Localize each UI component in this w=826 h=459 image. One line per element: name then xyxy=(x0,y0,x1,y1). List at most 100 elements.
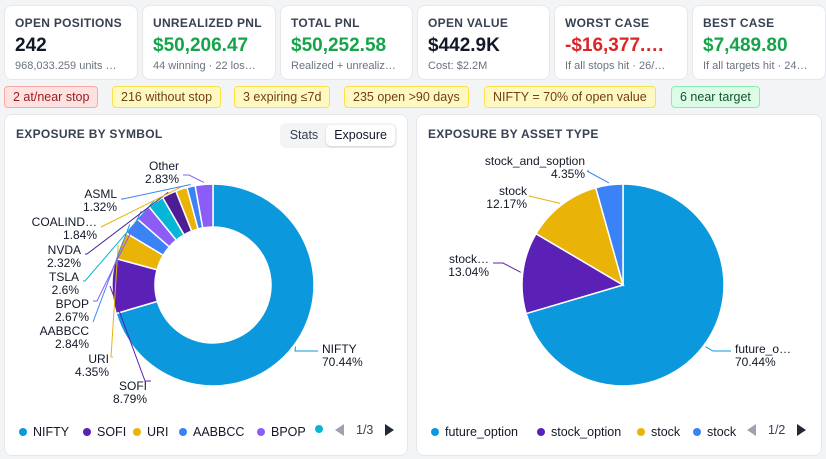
card-subtext: If all targets hit · 24… xyxy=(703,60,808,72)
slice-future-option[interactable] xyxy=(525,183,725,387)
slice-value-nifty: 70.44% xyxy=(322,355,363,369)
legend-item-more[interactable] xyxy=(315,425,329,433)
card-subtext: If all stops hit · 26/… xyxy=(565,60,666,72)
slice-label-future-option: future_o… xyxy=(735,342,791,356)
card-label: UNREALIZED PNL xyxy=(153,16,262,30)
card-subtext: Realized + unrealiz… xyxy=(291,60,396,72)
slice-value-bpop: 2.67% xyxy=(55,310,89,324)
slice-other[interactable] xyxy=(194,183,214,229)
slice-label-asml: ASML xyxy=(84,187,117,201)
leader-line-aabbcc xyxy=(92,224,131,323)
legend-dot xyxy=(637,428,645,436)
toggle-exposure[interactable]: Exposure xyxy=(326,125,395,146)
toggle-stats[interactable]: Stats xyxy=(289,128,319,142)
legend-label: AABBCC xyxy=(193,425,245,439)
card-value: $50,252.58 xyxy=(291,35,387,56)
legend-dot xyxy=(537,428,545,436)
pill-near-stop[interactable]: 2 at/near stop xyxy=(4,86,99,108)
legend-dot xyxy=(257,428,265,436)
slice-value-other: 2.83% xyxy=(145,172,179,186)
legend-item-stock-and-option[interactable]: stock xyxy=(693,425,739,439)
exposure-by-symbol-panel: EXPOSURE BY SYMBOL Stats Exposure NIFTY 7… xyxy=(4,114,408,456)
pill-open-90-days[interactable]: 235 open >90 days xyxy=(344,86,469,108)
legend-item-nifty[interactable]: NIFTY xyxy=(19,425,69,439)
leader-line-stock xyxy=(528,195,561,204)
leader-line-future-option xyxy=(705,346,731,352)
slice-label-uri: URI xyxy=(88,352,109,366)
card-label: OPEN POSITIONS xyxy=(15,16,122,30)
open-positions-card[interactable]: OPEN POSITIONS 242 968,033.259 units … xyxy=(4,5,138,80)
next-page-icon[interactable] xyxy=(797,424,807,436)
best-case-card[interactable]: BEST CASE $7,489.80 If all targets hit ·… xyxy=(692,5,826,80)
leader-line-bpop xyxy=(93,210,142,302)
legend-label: NIFTY xyxy=(33,425,70,439)
card-subtext: 968,033.259 units … xyxy=(15,60,117,72)
slice-nifty[interactable] xyxy=(115,183,315,387)
slice-value-nvda: 2.32% xyxy=(47,256,81,270)
legend-item-stock-option[interactable]: stock_option xyxy=(537,425,621,439)
card-value: -$16,377.… xyxy=(565,35,665,56)
panel-title: EXPOSURE BY ASSET TYPE xyxy=(428,127,599,141)
card-label: WORST CASE xyxy=(565,16,650,30)
open-value-card[interactable]: OPEN VALUE $442.9K Cost: $2.2M xyxy=(417,5,550,80)
legend-item-bpop[interactable]: BPOP xyxy=(257,425,306,439)
unrealized-pnl-card[interactable]: UNREALIZED PNL $50,206.47 44 winning · 2… xyxy=(142,5,276,80)
legend-item-future-option[interactable]: future_option xyxy=(431,425,518,439)
leader-line-stock-option xyxy=(493,262,522,273)
slice-stock-and-soption[interactable] xyxy=(594,183,624,286)
slice-label-tsla: TSLA xyxy=(49,270,79,284)
alert-pills: 2 at/near stop 216 without stop 3 expiri… xyxy=(4,86,826,108)
card-label: BEST CASE xyxy=(703,16,775,30)
pill-near-target[interactable]: 6 near target xyxy=(671,86,760,108)
legend-item-stock[interactable]: stock xyxy=(637,425,680,439)
legend-label: stock xyxy=(707,425,737,439)
leader-line-tsla xyxy=(83,199,155,282)
slice-value-asml: 1.32% xyxy=(83,200,117,214)
total-pnl-card[interactable]: TOTAL PNL $50,252.58 Realized + unrealiz… xyxy=(280,5,413,80)
slice-label-nifty: NIFTY xyxy=(322,342,357,356)
slice-value-stock-option: 13.04% xyxy=(448,265,489,279)
legend-item-uri[interactable]: URI xyxy=(133,425,169,439)
slice-label-stock: stock xyxy=(499,184,528,198)
card-label: TOTAL PNL xyxy=(291,16,360,30)
pill-expiring[interactable]: 3 expiring ≤7d xyxy=(234,86,331,108)
legend-label: URI xyxy=(147,425,169,439)
slice-value-aabbcc: 2.84% xyxy=(55,337,89,351)
slice-label-nvda: NVDA xyxy=(48,243,81,257)
legend-label: future_option xyxy=(445,425,518,439)
slice-label-other: Other xyxy=(149,159,179,173)
slice-label-sofi: SOFI xyxy=(119,379,147,393)
pill-nifty-concentration[interactable]: NIFTY = 70% of open value xyxy=(484,86,656,108)
legend-item-sofi[interactable]: SOFI xyxy=(83,425,126,439)
legend-dot xyxy=(315,425,323,433)
slice-label-aabbcc: AABBCC xyxy=(40,324,90,338)
prev-page-icon[interactable] xyxy=(747,424,756,436)
asset-legend: future_option stock_option stock stock 1… xyxy=(417,423,821,441)
legend-dot xyxy=(179,428,187,436)
slice-label-stock-option: stock… xyxy=(449,252,489,266)
legend-label: BPOP xyxy=(271,425,306,439)
prev-page-icon[interactable] xyxy=(335,424,344,436)
slice-value-sofi: 8.79% xyxy=(113,392,147,406)
worst-case-card[interactable]: WORST CASE -$16,377.… If all stops hit ·… xyxy=(554,5,688,80)
view-toggle: Stats Exposure xyxy=(279,123,397,148)
leader-line-sofi xyxy=(109,285,151,382)
legend-item-aabbcc[interactable]: AABBCC xyxy=(179,425,244,439)
panel-title: EXPOSURE BY SYMBOL xyxy=(16,127,163,141)
symbol-legend: NIFTY SOFI URI AABBCC BPOP 1/3 xyxy=(5,423,407,441)
slice-label-stock-and-soption: stock_and_soption xyxy=(485,154,585,168)
slice-label-coalind: COALIND… xyxy=(32,215,97,229)
card-value: $50,206.47 xyxy=(153,35,249,56)
card-subtext: 44 winning · 22 los… xyxy=(153,60,256,72)
leader-line-asml xyxy=(121,183,191,200)
card-subtext: Cost: $2.2M xyxy=(428,60,488,72)
legend-label: stock xyxy=(651,425,681,439)
card-value: $7,489.80 xyxy=(703,35,788,56)
next-page-icon[interactable] xyxy=(385,424,395,436)
pill-without-stop[interactable]: 216 without stop xyxy=(112,86,222,108)
legend-dot xyxy=(693,428,701,436)
slice-value-stock: 12.17% xyxy=(486,197,527,211)
slice-value-future-option: 70.44% xyxy=(735,355,776,369)
